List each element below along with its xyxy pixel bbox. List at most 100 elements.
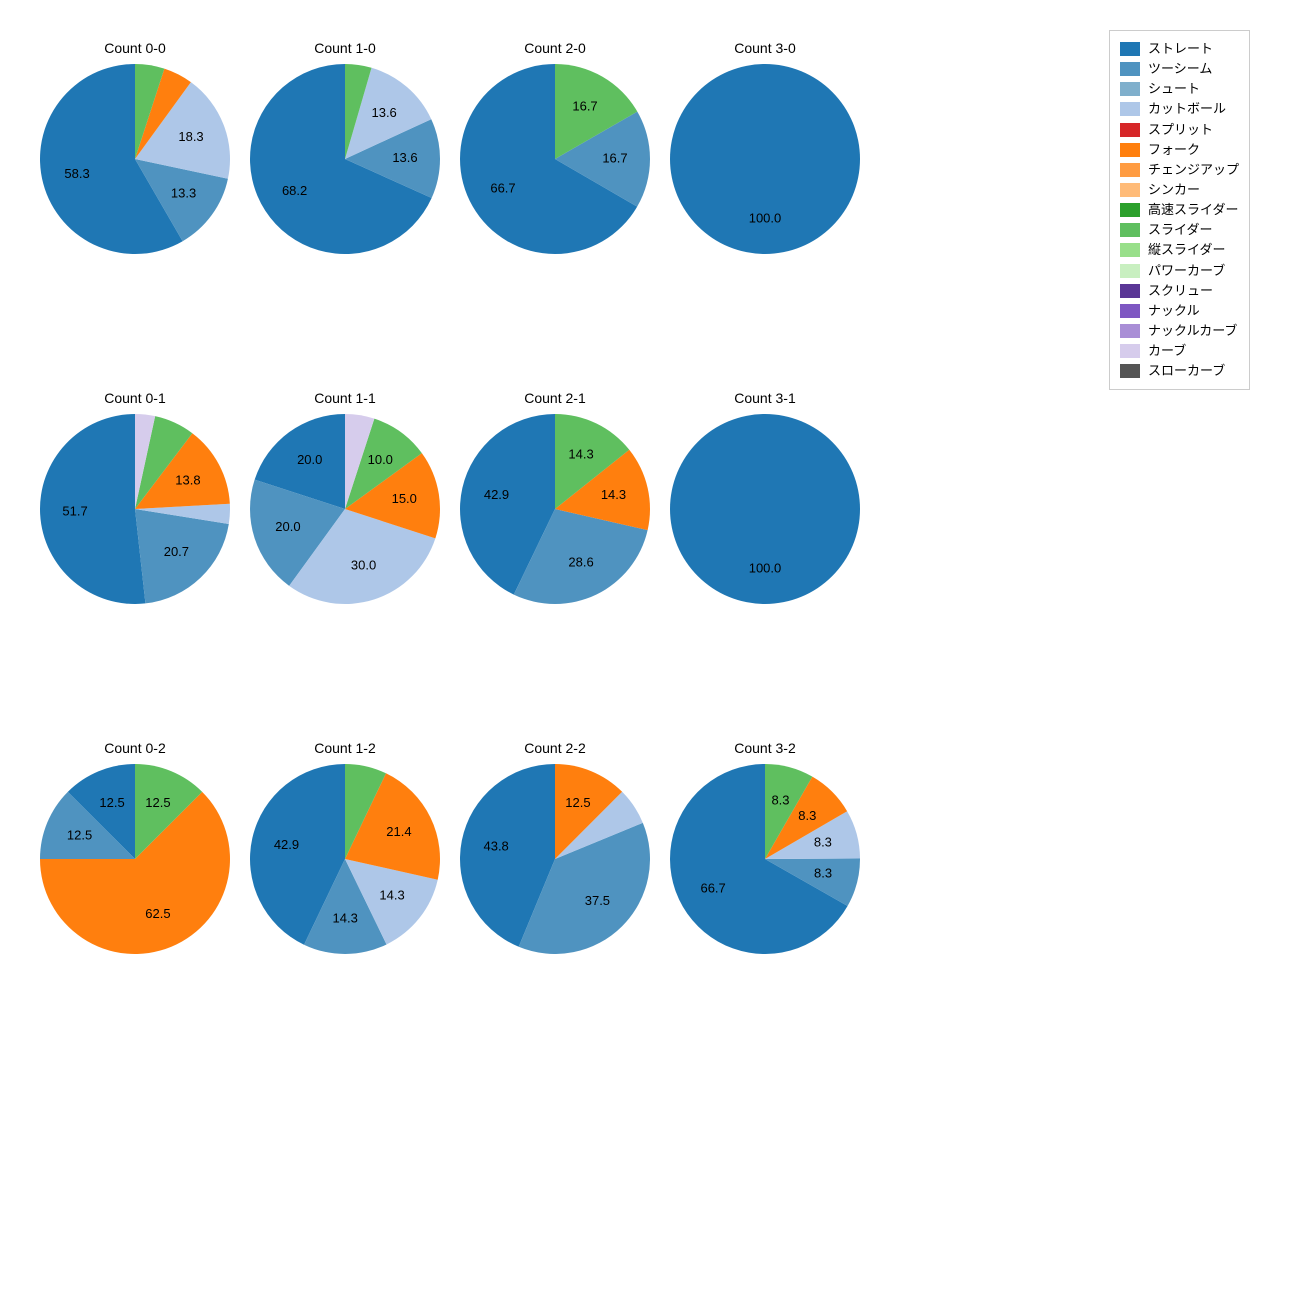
pie-subplot: Count 0-2 12.5 12.5 62.5 12.5 xyxy=(30,730,240,1030)
legend-label: カットボール xyxy=(1148,99,1226,119)
pie-slice xyxy=(670,64,860,254)
legend-item: スクリュー xyxy=(1120,281,1239,301)
pie-chart: 20.020.030.015.010.0 xyxy=(250,414,440,604)
pie-chart: 100.0 xyxy=(670,64,860,254)
pie-chart: 58.313.318.3 xyxy=(40,64,230,254)
legend-swatch xyxy=(1120,364,1140,378)
slice-label: 20.0 xyxy=(275,519,300,534)
legend-swatch xyxy=(1120,284,1140,298)
pie-subplot: Count 3-0 100.0 xyxy=(660,30,870,330)
slice-label: 12.5 xyxy=(145,795,170,810)
pie-chart: 12.5 12.5 62.5 12.5 xyxy=(40,764,230,954)
slice-label: 58.3 xyxy=(64,166,89,181)
legend-item: シンカー xyxy=(1120,180,1239,200)
slice-label: 30.0 xyxy=(351,558,376,573)
legend-item: ツーシーム xyxy=(1120,59,1239,79)
legend-swatch xyxy=(1120,143,1140,157)
slice-label: 66.7 xyxy=(490,180,515,195)
slice-label: 16.7 xyxy=(572,98,597,113)
legend-label: カーブ xyxy=(1148,341,1186,361)
slice-label: 8.3 xyxy=(814,866,832,881)
legend-swatch xyxy=(1120,163,1140,177)
pie-chart: 43.837.512.5 xyxy=(460,764,650,954)
slice-label: 15.0 xyxy=(392,491,417,506)
legend-label: チェンジアップ xyxy=(1148,160,1239,180)
slice-label: 66.7 xyxy=(700,881,725,896)
legend-label: パワーカーブ xyxy=(1148,261,1225,281)
slice-label: 13.3 xyxy=(171,186,196,201)
slice-label: 14.3 xyxy=(601,487,626,502)
legend-swatch xyxy=(1120,123,1140,137)
legend-swatch xyxy=(1120,82,1140,96)
slice-label: 14.3 xyxy=(568,446,593,461)
pie-chart: 100.0 xyxy=(670,414,860,604)
legend-item: 高速スライダー xyxy=(1120,200,1239,220)
legend-item: スライダー xyxy=(1120,220,1239,240)
slice-label: 14.3 xyxy=(379,888,404,903)
legend-swatch xyxy=(1120,42,1140,56)
slice-label: 13.6 xyxy=(392,150,417,165)
slice-label: 51.7 xyxy=(62,504,87,519)
legend: ストレートツーシームシュートカットボールスプリットフォークチェンジアップシンカー… xyxy=(1109,30,1250,390)
legend-swatch xyxy=(1120,324,1140,338)
legend-label: シュート xyxy=(1148,79,1200,99)
slice-label: 37.5 xyxy=(585,893,610,908)
chart-grid: Count 0-058.313.318.3Count 1-068.213.613… xyxy=(30,30,910,1130)
legend-item: パワーカーブ xyxy=(1120,261,1239,281)
legend-swatch xyxy=(1120,62,1140,76)
legend-label: ナックル xyxy=(1148,301,1200,321)
pie-subplot: Count 1-068.213.613.6 xyxy=(240,30,450,330)
legend-label: 高速スライダー xyxy=(1148,200,1238,220)
pie-subplot: Count 2-066.716.716.7 xyxy=(450,30,660,330)
legend-label: スローカーブ xyxy=(1148,361,1225,381)
slice-label: 12.5 xyxy=(67,827,92,842)
slice-label: 100.0 xyxy=(749,210,782,225)
slice-label: 28.6 xyxy=(568,554,593,569)
subplot-title: Count 3-0 xyxy=(660,30,870,56)
legend-item: フォーク xyxy=(1120,140,1239,160)
subplot-title: Count 1-2 xyxy=(240,730,450,756)
slice-label: 14.3 xyxy=(333,910,358,925)
legend-label: ツーシーム xyxy=(1148,59,1212,79)
pie-chart: 68.2 13.6 13.6 xyxy=(250,64,440,254)
legend-label: スライダー xyxy=(1148,220,1212,240)
slice-label: 16.7 xyxy=(602,151,627,166)
subplot-title: Count 1-1 xyxy=(240,380,450,406)
legend-swatch xyxy=(1120,264,1140,278)
legend-swatch xyxy=(1120,203,1140,217)
legend-swatch xyxy=(1120,243,1140,257)
slice-label: 20.7 xyxy=(164,544,189,559)
legend-swatch xyxy=(1120,344,1140,358)
pie-chart: 42.9 28.6 14.3 14.3 xyxy=(460,414,650,604)
legend-item: シュート xyxy=(1120,79,1239,99)
pie-subplot: Count 1-242.914.314.321.4 xyxy=(240,730,450,1030)
legend-item: チェンジアップ xyxy=(1120,160,1239,180)
slice-label: 42.9 xyxy=(484,487,509,502)
legend-item: ナックル xyxy=(1120,301,1239,321)
slice-label: 8.3 xyxy=(814,835,832,850)
slice-label: 12.5 xyxy=(565,795,590,810)
legend-swatch xyxy=(1120,183,1140,197)
subplot-title: Count 3-1 xyxy=(660,380,870,406)
slice-label: 12.5 xyxy=(99,795,124,810)
legend-label: スプリット xyxy=(1148,120,1213,140)
legend-item: ストレート xyxy=(1120,39,1239,59)
legend-label: 縦スライダー xyxy=(1148,240,1225,260)
subplot-title: Count 3-2 xyxy=(660,730,870,756)
legend-item: カーブ xyxy=(1120,341,1239,361)
slice-label: 62.5 xyxy=(145,906,170,921)
subplot-title: Count 0-2 xyxy=(30,730,240,756)
pie-subplot: Count 1-120.020.030.015.010.0 xyxy=(240,380,450,680)
slice-label: 68.2 xyxy=(282,183,307,198)
slice-label: 20.0 xyxy=(297,452,322,467)
pie-subplot: Count 3-1 100.0 xyxy=(660,380,870,680)
legend-swatch xyxy=(1120,304,1140,318)
subplot-title: Count 0-1 xyxy=(30,380,240,406)
legend-label: スクリュー xyxy=(1148,281,1213,301)
legend-label: フォーク xyxy=(1148,140,1200,160)
pie-subplot: Count 3-266.78.38.38.38.3 xyxy=(660,730,870,1030)
slice-label: 13.6 xyxy=(371,105,396,120)
pie-chart: 42.914.314.321.4 xyxy=(250,764,440,954)
pie-slice xyxy=(40,414,145,604)
slice-label: 42.9 xyxy=(274,837,299,852)
